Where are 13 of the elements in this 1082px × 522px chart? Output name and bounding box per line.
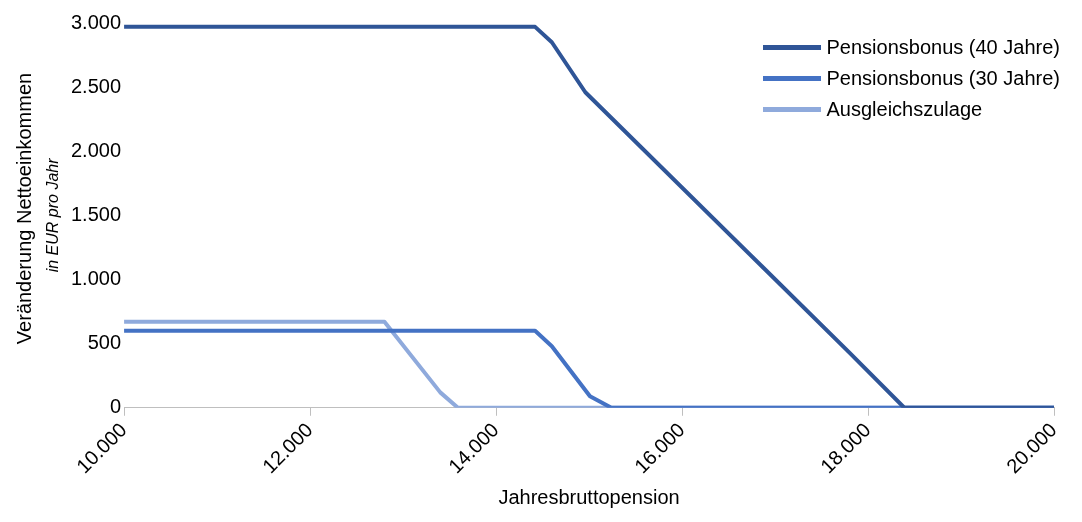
text: in EUR pro Jahr	[44, 157, 62, 273]
legend-label: Pensionsbonus (30 Jahre)	[826, 66, 1060, 91]
y-tick-label: 1.500	[70, 202, 122, 225]
legend-label: Pensionsbonus (40 Jahre)	[826, 35, 1060, 60]
legend-label: Ausgleichszulage	[826, 97, 983, 122]
y-tick-label: 500	[87, 331, 122, 354]
y-tick-label: 2.500	[70, 74, 122, 97]
y-tick-label: 2.000	[70, 138, 122, 161]
y-tick-label: 3.000	[70, 10, 122, 33]
y-axis-title: Veränderung Nettoeinkommen	[13, 72, 37, 344]
x-axis-title: Jahresbruttopension	[498, 485, 680, 508]
y-tick-label: 0	[109, 395, 122, 418]
y-tick-label: 1.000	[70, 267, 122, 290]
